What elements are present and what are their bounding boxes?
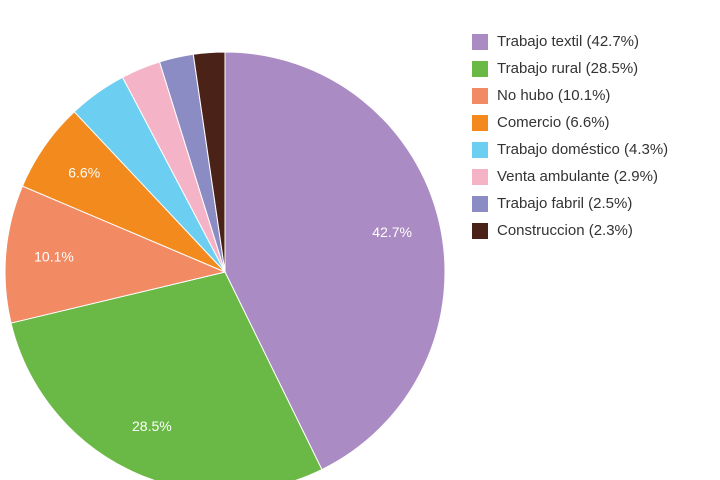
legend-label: Venta ambulante (2.9%) xyxy=(497,168,658,185)
legend-label: Trabajo fabril (2.5%) xyxy=(497,195,632,212)
pie-slice xyxy=(10,271,323,480)
legend-swatch xyxy=(472,142,488,158)
legend-swatch xyxy=(472,169,488,185)
legend-swatch xyxy=(472,61,488,77)
slice-label: 42.7% xyxy=(372,224,412,240)
legend-label: Trabajo rural (28.5%) xyxy=(497,60,638,77)
legend-label: Trabajo doméstico (4.3%) xyxy=(497,141,668,158)
pie-slice xyxy=(192,51,226,273)
legend-label: Trabajo textil (42.7%) xyxy=(497,33,639,50)
slice-label: 28.5% xyxy=(132,418,172,434)
legend-swatch xyxy=(472,34,488,50)
slice-label: 6.6% xyxy=(68,165,100,181)
legend-swatch xyxy=(472,115,488,131)
legend-label: Construccion (2.3%) xyxy=(497,222,633,239)
legend-swatch xyxy=(472,88,488,104)
legend-swatch xyxy=(472,223,488,239)
pie-slice xyxy=(4,185,227,324)
legend-swatch xyxy=(472,196,488,212)
legend-label: Comercio (6.6%) xyxy=(497,114,610,131)
pie-slice xyxy=(224,51,446,471)
slice-label: 10.1% xyxy=(34,248,74,264)
legend-label: No hubo (10.1%) xyxy=(497,87,610,104)
